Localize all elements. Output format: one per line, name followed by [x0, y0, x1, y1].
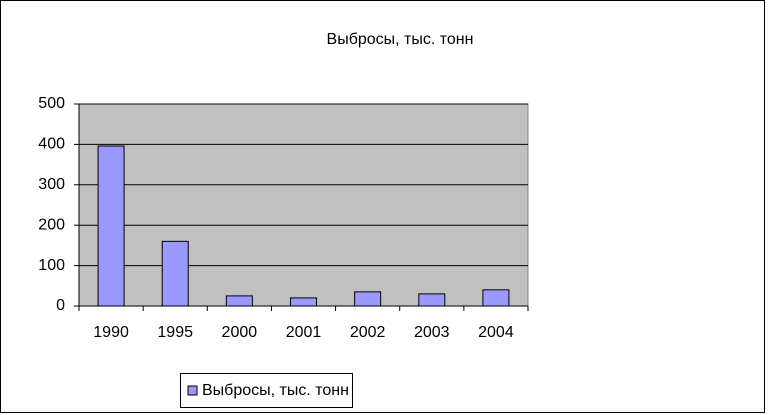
y-tick-label: 400 [38, 136, 65, 153]
x-tick-label: 2002 [350, 324, 386, 341]
bar [225, 295, 253, 307]
legend-label: Выбросы, тыс. тонн [202, 382, 349, 399]
y-tick-label: 500 [38, 95, 65, 112]
y-tick-label: 0 [56, 297, 65, 314]
x-tick-label: 2000 [222, 324, 258, 341]
x-tick-label: 2001 [286, 324, 322, 341]
legend-box [180, 373, 353, 408]
x-tick-label: 2003 [414, 324, 450, 341]
bar [418, 293, 446, 307]
x-tick-label: 1995 [157, 324, 193, 341]
y-tick-label: 300 [38, 176, 65, 193]
plot-area [78, 103, 529, 307]
x-tick-label: 1990 [93, 324, 129, 341]
bar [354, 291, 382, 307]
y-tick-label: 100 [38, 257, 65, 274]
bar [97, 145, 125, 307]
legend-swatch [187, 385, 198, 396]
chart-title: Выбросы, тыс. тонн [327, 31, 474, 48]
bar [290, 297, 317, 307]
y-tick-label: 200 [38, 216, 65, 233]
bar [482, 289, 510, 307]
x-tick-label: 2004 [478, 324, 514, 341]
bar [161, 240, 189, 307]
